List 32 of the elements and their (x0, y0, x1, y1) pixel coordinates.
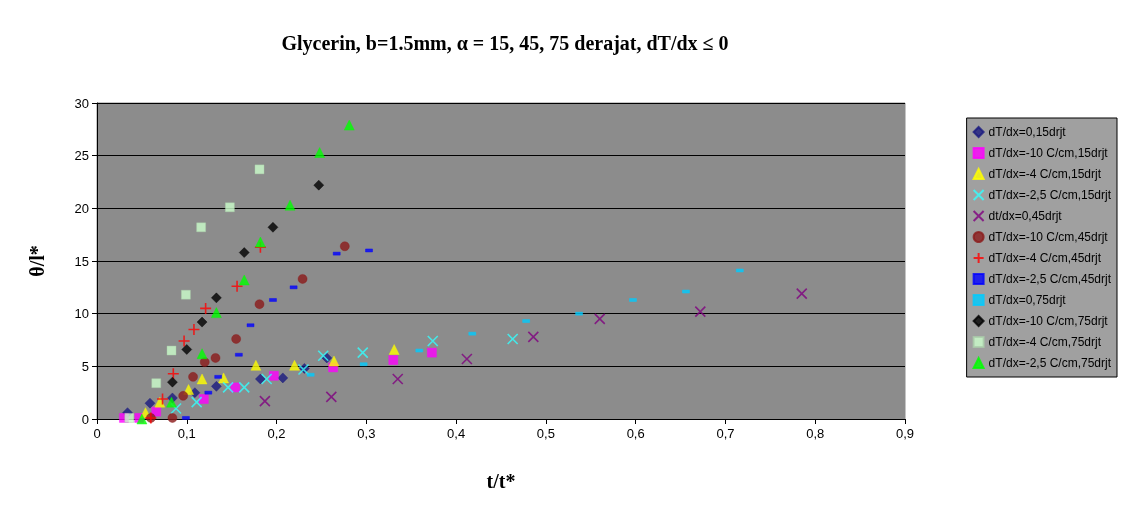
legend-label: dT/dx=-4 C/cm,45drjt (988, 251, 1102, 265)
y-tick-label: 5 (81, 358, 89, 374)
x-tick-label: 0,5 (536, 426, 555, 441)
y-axis-title: θ/l* (26, 245, 48, 277)
y-tick-label: 25 (74, 148, 89, 164)
y-tick-label: 15 (74, 253, 89, 269)
legend-label: dT/dx=-4 C/cm,75drjt (988, 335, 1102, 349)
x-tick-label: 0,1 (177, 426, 196, 441)
x-axis-title: t/t* (486, 470, 516, 492)
x-tick-label: 0,2 (267, 426, 286, 441)
x-tick-label: 0,3 (357, 426, 376, 441)
y-tick-label: 20 (74, 200, 89, 216)
x-tick-label: 0,9 (895, 426, 915, 441)
legend-label: dT/dx=-10 C/cm,45drjt (988, 230, 1109, 244)
x-tick-label: 0,8 (806, 426, 825, 441)
legend-label: dT/dx=-4 C/cm,15drjt (988, 167, 1102, 181)
legend-label: dT/dx=0,75drjt (988, 293, 1067, 307)
legend-label: dT/dx=-10 C/cm,15drjt (988, 146, 1109, 160)
legend-label: dT/dx=-2,5 C/cm,15drjt (988, 188, 1112, 202)
y-tick-label: 0 (81, 411, 89, 427)
x-tick-label: 0,6 (626, 426, 645, 441)
x-tick-label: 0 (93, 426, 101, 441)
x-tick-label: 0,7 (716, 426, 735, 441)
chart-title: Glycerin, b=1.5mm, α = 15, 45, 75 derajat, dT/dx ≤ 0 (281, 32, 729, 55)
y-tick-label: 10 (74, 306, 89, 322)
legend-label: dt/dx=0,45drjt (988, 209, 1063, 223)
legend-label: dT/dx=-10 C/cm,75drjt (988, 314, 1109, 328)
legend-label: dT/dx=-2,5 C/cm,75drjt (988, 356, 1112, 370)
x-tick-label: 0,4 (447, 426, 466, 441)
y-tick-label: 30 (74, 95, 89, 111)
legend-label: dT/dx=0,15drjt (988, 125, 1067, 139)
legend-label: dT/dx=-2,5 C/cm,45drjt (988, 272, 1112, 286)
